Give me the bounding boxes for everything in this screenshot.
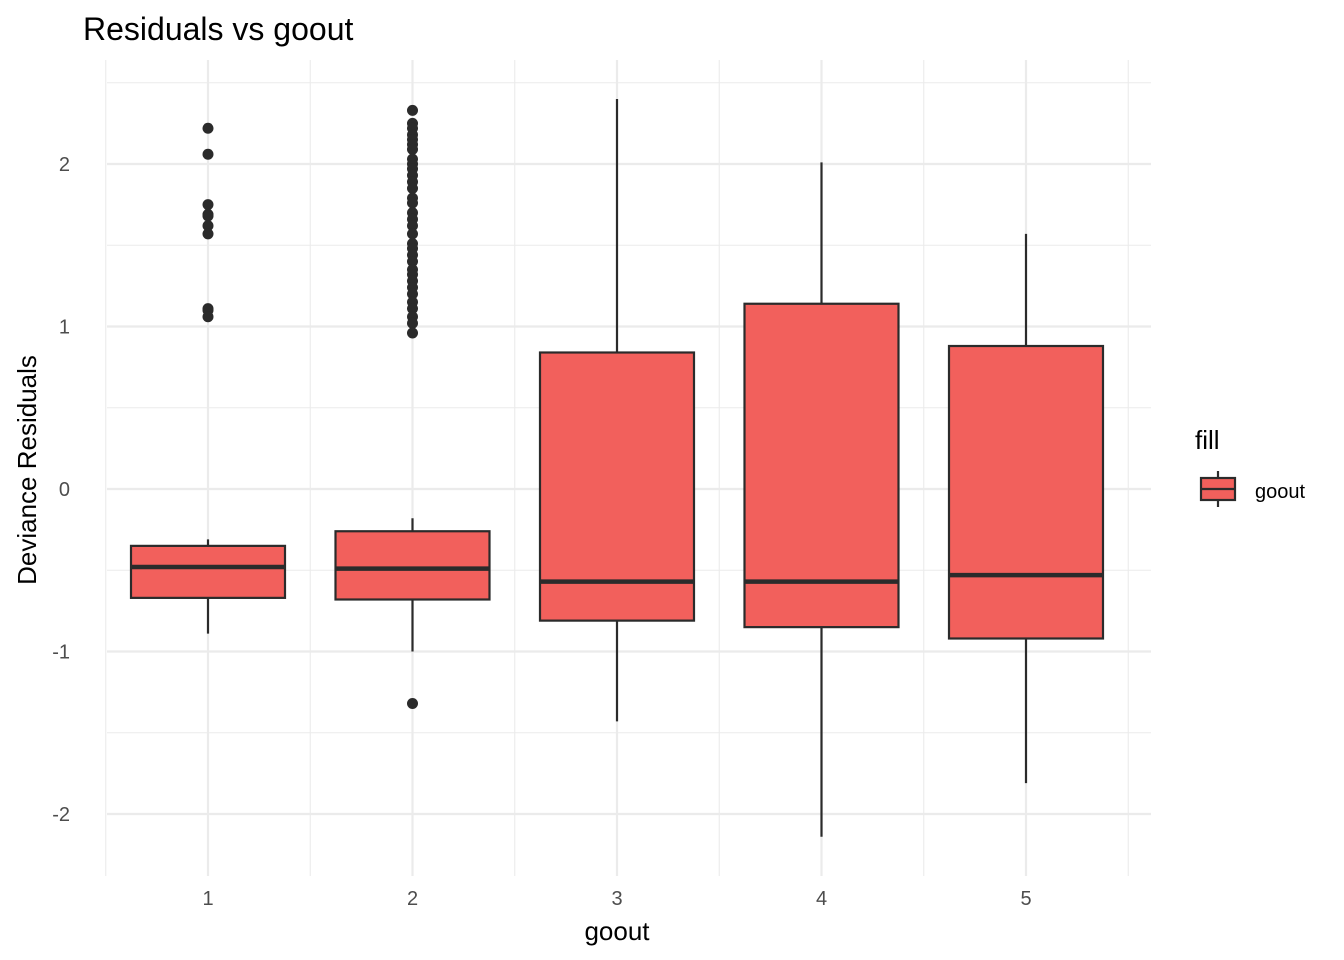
outlier-point (202, 199, 214, 211)
box-series (129, 99, 1105, 837)
y-tick-label: 0 (59, 479, 70, 501)
legend: fill goout (1195, 425, 1305, 507)
x-tick-label: 5 (1020, 888, 1031, 910)
outlier-point (407, 288, 418, 300)
x-tick-label: 3 (611, 888, 622, 910)
box-4 (743, 162, 900, 837)
iqr-box (538, 351, 696, 622)
y-tick-label: -1 (52, 642, 70, 664)
outlier-point (407, 256, 418, 267)
outlier-point (202, 228, 214, 240)
legend-title: fill (1195, 425, 1220, 455)
outlier-point (407, 104, 418, 116)
outlier-point (407, 182, 418, 194)
x-tick-label: 2 (407, 888, 418, 910)
outlier-point (202, 311, 214, 323)
y-tick-label: -2 (52, 804, 70, 826)
outlier-point (202, 148, 214, 160)
outlier-point (407, 220, 418, 232)
y-tick-label: 1 (59, 317, 70, 339)
outlier-point (407, 228, 418, 240)
iqr-box (743, 302, 900, 629)
x-axis-title: goout (584, 916, 650, 946)
outlier-point (202, 210, 214, 222)
outlier-point (202, 220, 214, 232)
box-3 (538, 99, 696, 722)
y-tick-label: 2 (59, 154, 70, 176)
outlier-point (407, 143, 418, 155)
outlier-point (407, 327, 418, 339)
axis-ticks: -2 -1 0 1 2 1 2 3 4 5 (52, 154, 1031, 910)
outlier-point (407, 197, 418, 209)
legend-key-goout (1199, 471, 1237, 507)
outlier-point (202, 122, 214, 134)
outlier-point (407, 317, 418, 329)
box-2 (334, 104, 491, 709)
x-tick-label: 4 (816, 888, 827, 910)
y-axis-title: Deviance Residuals (12, 355, 42, 585)
iqr-box (947, 344, 1105, 640)
iqr-box (129, 544, 287, 599)
outlier-point (407, 698, 418, 709)
x-tick-label: 1 (202, 888, 213, 910)
chart-title: Residuals vs goout (83, 11, 353, 47)
iqr-box (334, 530, 491, 601)
box-5 (947, 233, 1105, 784)
legend-label-goout: goout (1255, 481, 1305, 503)
outlier-point (407, 303, 418, 315)
box-1 (129, 122, 287, 634)
